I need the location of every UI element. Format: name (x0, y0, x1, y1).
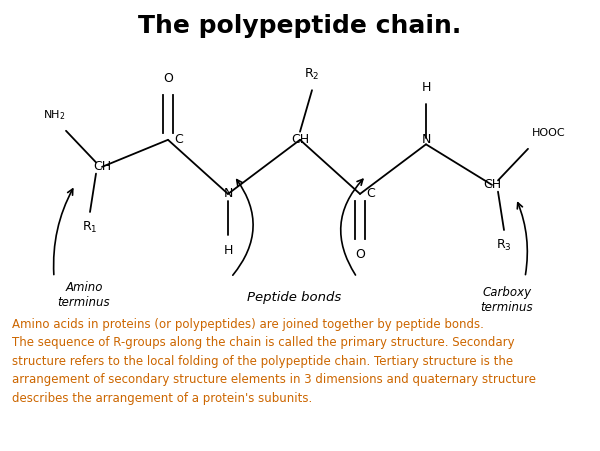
Text: HOOC: HOOC (532, 128, 566, 138)
Text: O: O (163, 73, 173, 85)
Text: The polypeptide chain.: The polypeptide chain. (139, 14, 461, 37)
Text: H: H (223, 244, 233, 257)
Text: O: O (355, 249, 365, 261)
Text: N: N (421, 133, 431, 146)
Text: CH: CH (93, 161, 111, 173)
Text: C: C (366, 188, 375, 200)
Text: CH: CH (483, 179, 501, 191)
Text: Peptide bonds: Peptide bonds (247, 291, 341, 304)
Text: Amino
terminus: Amino terminus (58, 281, 110, 309)
Text: R$_1$: R$_1$ (82, 220, 98, 235)
Text: Carboxy
terminus: Carboxy terminus (481, 286, 533, 314)
Text: Amino acids in proteins (or polypeptides) are joined together by peptide bonds.
: Amino acids in proteins (or polypeptides… (12, 318, 536, 405)
Text: R$_3$: R$_3$ (496, 238, 512, 253)
Text: R$_2$: R$_2$ (304, 67, 320, 82)
Text: H: H (421, 82, 431, 94)
Text: CH: CH (291, 133, 309, 146)
Text: NH$_2$: NH$_2$ (43, 108, 65, 122)
Text: N: N (223, 188, 233, 200)
Text: C: C (174, 133, 183, 146)
